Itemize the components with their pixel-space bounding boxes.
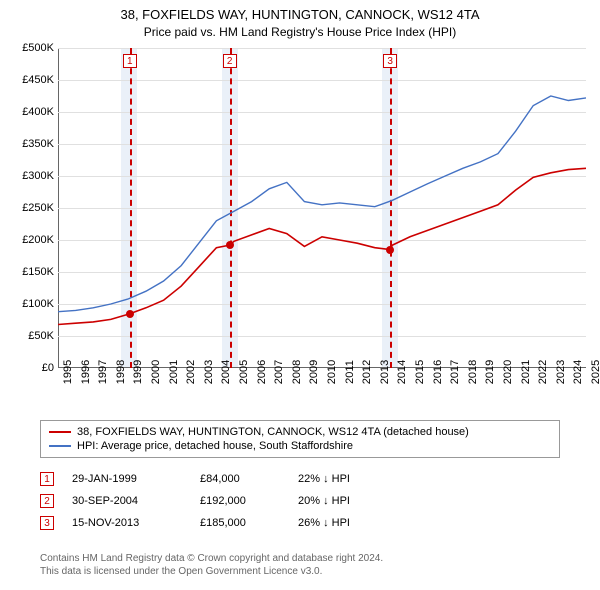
title-line-2: Price paid vs. HM Land Registry's House … — [0, 24, 600, 41]
y-tick-label: £50K — [10, 330, 54, 342]
sale-delta: 20% ↓ HPI — [298, 495, 398, 507]
y-tick-label: £500K — [10, 42, 54, 54]
sale-date: 30-SEP-2004 — [72, 495, 182, 507]
legend-item-price-paid: 38, FOXFIELDS WAY, HUNTINGTON, CANNOCK, … — [49, 425, 551, 439]
event-marker: 3 — [383, 54, 397, 68]
legend-swatch — [49, 445, 71, 447]
event-marker: 1 — [123, 54, 137, 68]
sale-price: £185,000 — [200, 517, 280, 529]
sale-price: £84,000 — [200, 473, 280, 485]
x-tick-label: 2025 — [590, 360, 600, 384]
sale-row: 3 15-NOV-2013 £185,000 26% ↓ HPI — [40, 512, 560, 534]
y-tick-label: £150K — [10, 266, 54, 278]
event-dot — [126, 310, 134, 318]
chart-container: 38, FOXFIELDS WAY, HUNTINGTON, CANNOCK, … — [0, 0, 600, 590]
y-tick-label: £350K — [10, 138, 54, 150]
y-tick-label: £400K — [10, 106, 54, 118]
y-tick-label: £300K — [10, 170, 54, 182]
legend-item-hpi: HPI: Average price, detached house, Sout… — [49, 439, 551, 453]
footer: Contains HM Land Registry data © Crown c… — [40, 552, 560, 578]
y-tick-label: £0 — [10, 362, 54, 374]
y-tick-label: £250K — [10, 202, 54, 214]
footer-line-1: Contains HM Land Registry data © Crown c… — [40, 552, 560, 565]
sale-price: £192,000 — [200, 495, 280, 507]
legend: 38, FOXFIELDS WAY, HUNTINGTON, CANNOCK, … — [40, 420, 560, 458]
sale-delta: 22% ↓ HPI — [298, 473, 398, 485]
chart-area: £0 £50K £100K £150K £200K £250K £300K £350K £400… — [10, 48, 590, 418]
line-svg — [58, 48, 586, 368]
y-tick-label: £200K — [10, 234, 54, 246]
series-price_paid — [58, 168, 586, 324]
legend-label: 38, FOXFIELDS WAY, HUNTINGTON, CANNOCK, … — [77, 426, 469, 438]
event-dot — [226, 241, 234, 249]
sale-row: 2 30-SEP-2004 £192,000 20% ↓ HPI — [40, 490, 560, 512]
sale-date: 15-NOV-2013 — [72, 517, 182, 529]
sale-marker: 1 — [40, 472, 54, 486]
legend-label: HPI: Average price, detached house, Sout… — [77, 440, 353, 452]
event-marker: 2 — [223, 54, 237, 68]
event-dot — [386, 246, 394, 254]
sale-row: 1 29-JAN-1999 £84,000 22% ↓ HPI — [40, 468, 560, 490]
series-hpi — [58, 96, 586, 312]
legend-swatch — [49, 431, 71, 433]
y-tick-label: £100K — [10, 298, 54, 310]
sale-marker: 3 — [40, 516, 54, 530]
sale-marker: 2 — [40, 494, 54, 508]
sales-table: 1 29-JAN-1999 £84,000 22% ↓ HPI 2 30-SEP… — [40, 468, 560, 534]
title-line-1: 38, FOXFIELDS WAY, HUNTINGTON, CANNOCK, … — [0, 6, 600, 24]
sale-date: 29-JAN-1999 — [72, 473, 182, 485]
footer-line-2: This data is licensed under the Open Gov… — [40, 565, 560, 578]
sale-delta: 26% ↓ HPI — [298, 517, 398, 529]
title-block: 38, FOXFIELDS WAY, HUNTINGTON, CANNOCK, … — [0, 0, 600, 41]
y-tick-label: £450K — [10, 74, 54, 86]
